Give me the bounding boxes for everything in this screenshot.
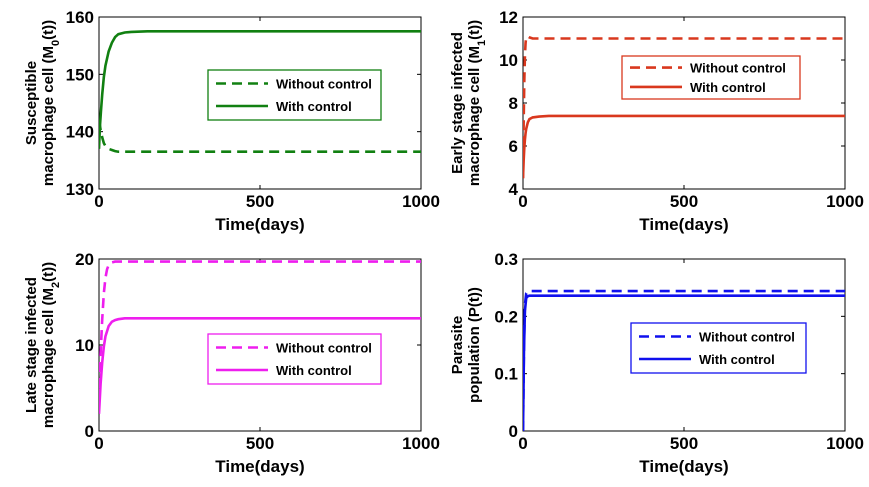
y-axis-label-line1: Parasite <box>449 316 466 374</box>
legend: Without control With control <box>621 55 801 100</box>
x-tick-label: 500 <box>670 434 698 453</box>
x-tick-label: 500 <box>246 434 274 453</box>
x-tick-label: 0 <box>94 192 103 211</box>
y-tick-label: 140 <box>66 123 94 142</box>
x-tick-label: 0 <box>518 192 527 211</box>
y-tick-label: 4 <box>509 180 519 199</box>
series-line-with-control <box>523 294 845 431</box>
panel-bottom-left: 0 500 1000 0 10 20 Time(days) Late stage infect… <box>23 250 440 476</box>
y-axis-label-line2: macrophage cell (M1(t)) <box>466 20 488 186</box>
y-axis-label-line1: Susceptible <box>23 61 40 145</box>
x-axis-label: Time(days) <box>215 457 304 476</box>
legend-label: Without control <box>276 341 372 356</box>
y-tick-label: 0 <box>85 422 94 441</box>
x-tick-label: 0 <box>94 434 103 453</box>
y-tick-label: 160 <box>66 8 94 27</box>
panel-top-right: 0 500 1000 4 6 8 10 12 Time(days) Early stage inf… <box>449 8 864 234</box>
x-tick-label: 1000 <box>402 192 440 211</box>
y-axis-label-line2: macrophage cell (M0(t)) <box>40 20 62 186</box>
series-line-without-control <box>523 289 845 431</box>
x-tick-label: 1000 <box>826 192 864 211</box>
y-tick-label: 8 <box>509 94 518 113</box>
legend-label: Without control <box>276 77 372 92</box>
legend-label: With control <box>276 99 352 114</box>
y-axis-label-line1: Early stage infected <box>449 32 466 174</box>
plot-frame <box>522 16 846 190</box>
series-line-with-control <box>99 30 421 149</box>
panel-bottom-right: 0 500 1000 0 0.1 0.2 0.3 Time(days) Parasite popu… <box>449 250 864 476</box>
series-line-without-control <box>99 260 421 389</box>
x-tick-label: 0 <box>518 434 527 453</box>
series-line-with-control <box>523 114 845 179</box>
y-tick-label: 130 <box>66 180 94 199</box>
y-tick-label: 12 <box>499 8 518 27</box>
y-axis-label-line1: Late stage infected <box>23 277 40 413</box>
y-tick-label: 20 <box>75 250 94 269</box>
series-line-without-control <box>523 34 845 179</box>
series-line-with-control <box>99 317 421 414</box>
y-tick-label: 10 <box>75 336 94 355</box>
panel-top-left: 0 500 1000 130 140 150 160 Time(days) Susceptibl… <box>23 8 440 234</box>
y-tick-label: 0.2 <box>494 307 518 326</box>
x-axis-label: Time(days) <box>215 215 304 234</box>
y-tick-label: 6 <box>509 137 518 156</box>
y-tick-label: 150 <box>66 65 94 84</box>
legend-box <box>621 55 801 100</box>
x-tick-label: 500 <box>246 192 274 211</box>
y-axis-label-line2: population (P(t)) <box>466 287 483 403</box>
x-axis-label: Time(days) <box>639 457 728 476</box>
y-tick-label: 0 <box>509 422 518 441</box>
legend-label: With control <box>690 80 766 95</box>
y-tick-label: 10 <box>499 51 518 70</box>
legend-box <box>630 322 807 374</box>
y-tick-label: 0.3 <box>494 250 518 269</box>
legend-box <box>207 333 382 385</box>
legend-label: Without control <box>690 61 786 76</box>
legend: Without control With control <box>207 333 382 385</box>
legend-label: With control <box>699 352 775 367</box>
legend-label: Without control <box>699 330 795 345</box>
legend: Without control With control <box>630 322 807 374</box>
x-tick-label: 1000 <box>402 434 440 453</box>
x-axis-label: Time(days) <box>639 215 728 234</box>
x-tick-label: 500 <box>670 192 698 211</box>
legend: Without control With control <box>207 69 382 121</box>
legend-label: With control <box>276 363 352 378</box>
y-tick-label: 0.1 <box>494 365 518 384</box>
legend-box <box>207 69 382 121</box>
x-tick-label: 1000 <box>826 434 864 453</box>
y-axis-label-line2: macrophage cell (M2(t)) <box>40 262 62 428</box>
